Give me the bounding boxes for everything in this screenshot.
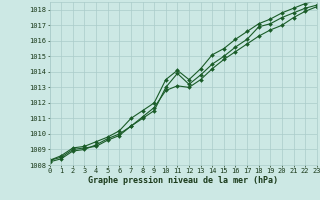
X-axis label: Graphe pression niveau de la mer (hPa): Graphe pression niveau de la mer (hPa) bbox=[88, 176, 278, 185]
